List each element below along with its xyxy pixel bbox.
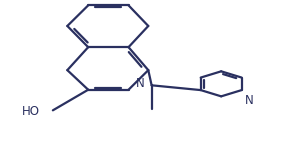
Text: N: N [136,77,145,90]
Text: N: N [244,94,253,107]
Text: HO: HO [22,105,40,118]
